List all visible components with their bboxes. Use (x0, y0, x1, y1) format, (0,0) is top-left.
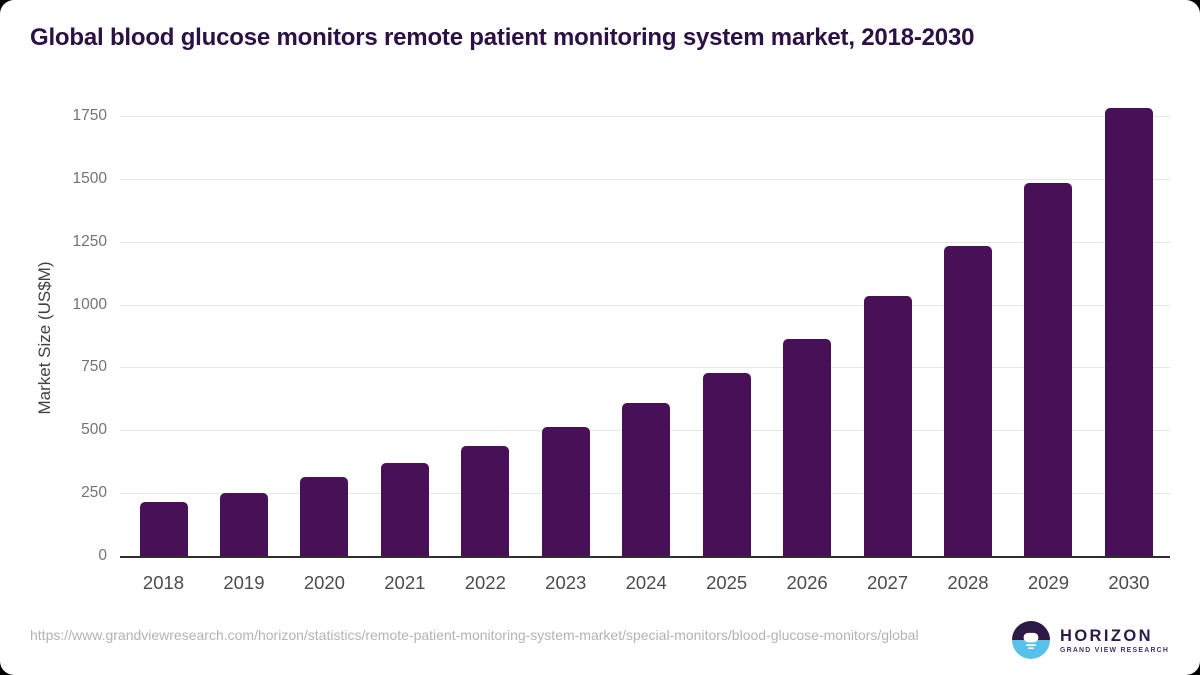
y-tick-label-750: 750 (81, 358, 107, 376)
x-tick-label-2023: 2023 (545, 572, 587, 593)
x-tick-label-2028: 2028 (947, 572, 989, 593)
brand-logo: HORIZON GRAND VIEW RESEARCH (1012, 621, 1169, 659)
x-tick-label-2026: 2026 (786, 572, 828, 593)
x-tick-label-2021: 2021 (384, 572, 426, 593)
x-tick-label-2025: 2025 (706, 572, 748, 593)
bar-2027 (863, 296, 912, 556)
brand-tagline: GRAND VIEW RESEARCH (1060, 646, 1170, 654)
x-tick-label-2024: 2024 (625, 572, 667, 593)
gridline-1750 (120, 116, 1170, 117)
x-tick-label-2030: 2030 (1108, 572, 1150, 593)
brand-text: HORIZON GRAND VIEW RESEARCH (1060, 627, 1169, 654)
y-axis-title: Market Size (US$M) (35, 261, 54, 415)
gridline-1000 (120, 304, 1170, 306)
gridline-1500 (120, 178, 1170, 180)
source-url: https://www.grandviewresearch.com/horizo… (30, 627, 919, 643)
plot-area: 0 250 500 750 1000 1250 1500 1750 2018 2019 2020 20… (73, 107, 1170, 593)
x-tick-label-2022: 2022 (464, 572, 506, 593)
bar-2019 (219, 493, 268, 556)
bar-2025 (702, 373, 751, 556)
gridline-750 (120, 367, 1170, 369)
chart-title: Global blood glucose monitors remote pat… (30, 24, 975, 51)
y-tick-label-1000: 1000 (72, 295, 107, 313)
x-tick-label-2019: 2019 (223, 572, 265, 593)
bar-2023 (541, 426, 590, 556)
bar-2022 (461, 446, 510, 556)
y-tick-label-500: 500 (81, 421, 107, 439)
x-tick-label-2029: 2029 (1027, 572, 1070, 593)
gridline-1250 (120, 241, 1170, 243)
x-tick-label-2018: 2018 (142, 572, 185, 593)
brand-name: HORIZON (1060, 626, 1153, 645)
x-tick-label-2027: 2027 (866, 572, 909, 593)
y-tick-label-1250: 1250 (72, 232, 107, 250)
y-tick-label-1750: 1750 (72, 107, 107, 124)
y-tick-label-0: 0 (98, 547, 107, 564)
bar-2024 (622, 402, 671, 556)
x-tick-label-2020: 2020 (303, 572, 345, 593)
bar-2020 (300, 477, 349, 556)
bar-2021 (380, 462, 429, 556)
bar-2026 (783, 338, 832, 556)
horizon-logo-icon (1012, 621, 1050, 659)
bar-2018 (139, 501, 188, 556)
bar-2030 (1104, 108, 1153, 556)
bar-2029 (1024, 183, 1073, 556)
y-tick-label-1500: 1500 (72, 169, 107, 187)
bar-2028 (944, 246, 992, 556)
y-tick-label-250: 250 (81, 484, 107, 502)
